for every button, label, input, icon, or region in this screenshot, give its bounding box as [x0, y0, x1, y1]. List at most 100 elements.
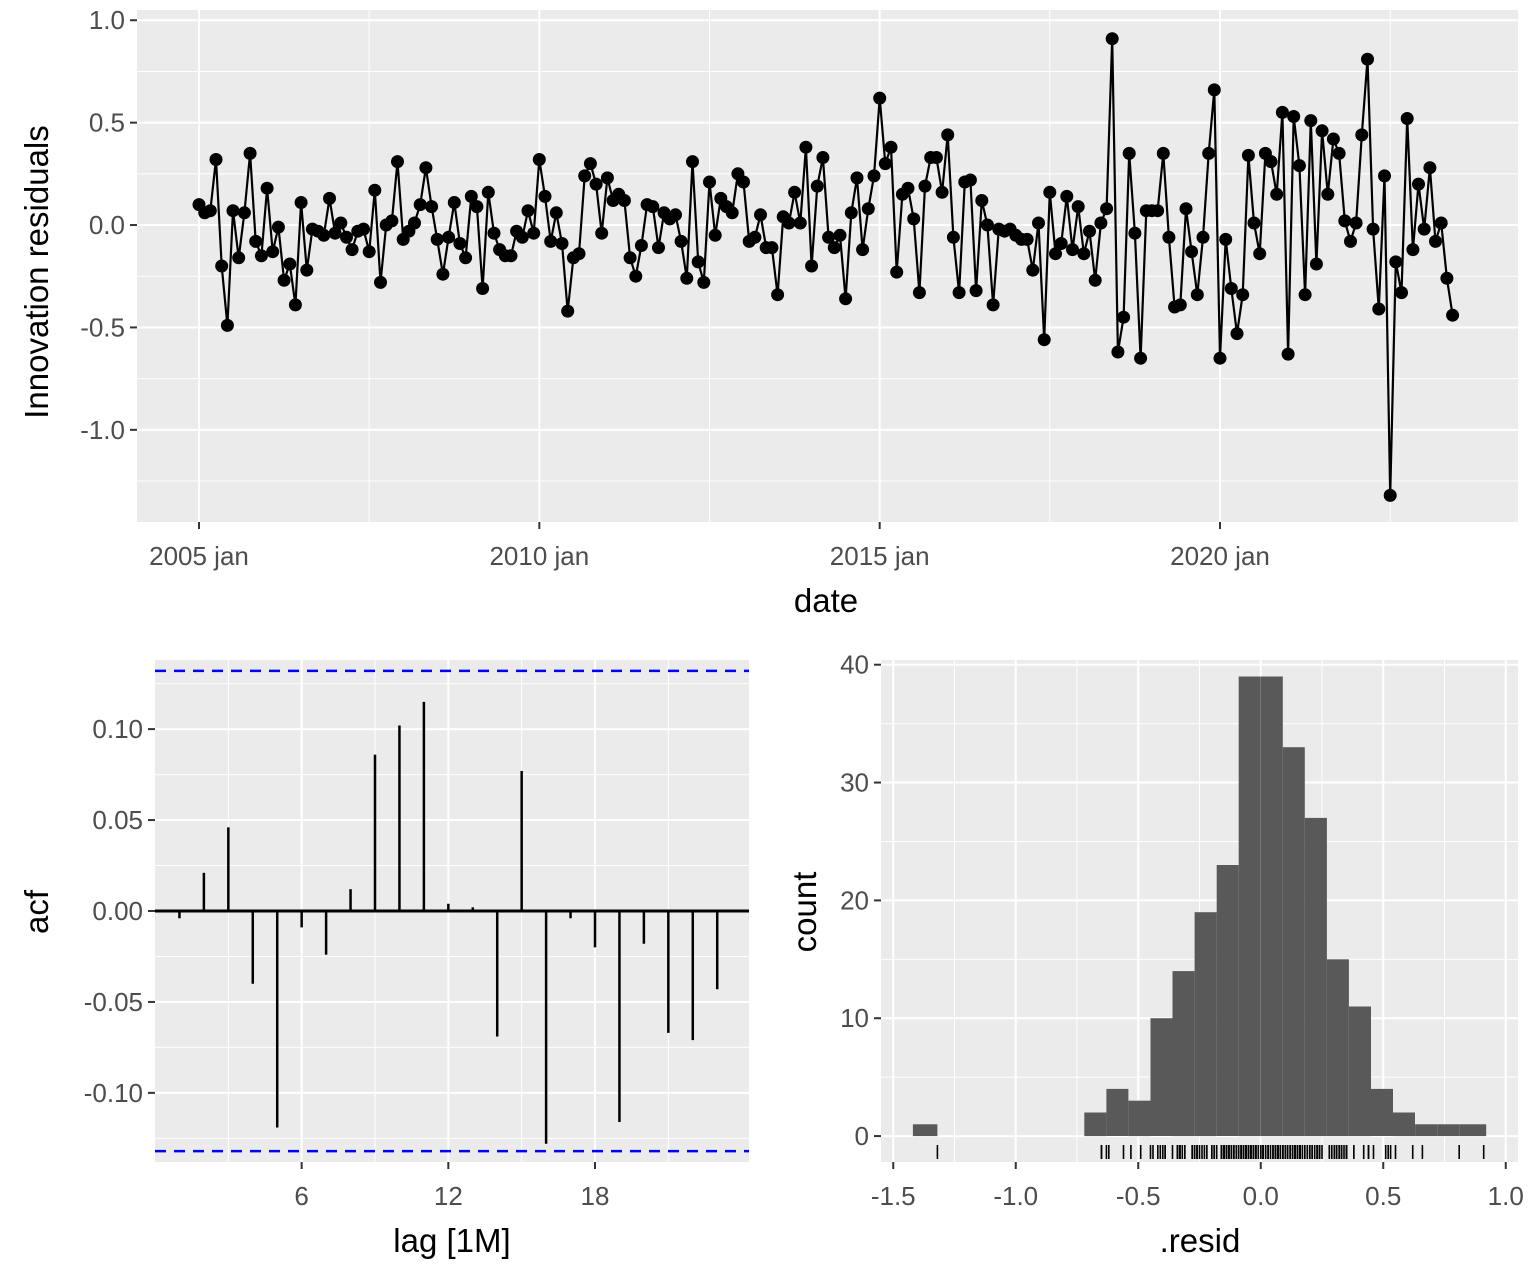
residual-point: [652, 241, 665, 255]
residual-point: [1417, 222, 1431, 236]
residual-point: [980, 218, 994, 232]
histogram-bar: [1459, 1124, 1487, 1137]
residual-point: [1395, 286, 1408, 300]
residual-point: [300, 263, 314, 277]
residual-point: [1275, 105, 1289, 119]
y-tick-label: -0.05: [84, 987, 143, 1017]
y-axis-title: acf: [18, 889, 55, 934]
residual-point: [391, 155, 404, 169]
histogram-bar: [1084, 1112, 1107, 1137]
axis-ticks: 40 30 20 10 0-1.5 -1.0 -0.5 0.0 0.5 1.0: [840, 650, 1524, 1211]
residual-point: [1224, 282, 1238, 295]
y-tick-label: 10: [840, 1003, 869, 1033]
residual-point: [1071, 200, 1085, 214]
residual-point: [453, 237, 467, 250]
series-marks: [192, 32, 1460, 502]
residual-point: [425, 200, 439, 214]
residual-point: [1253, 247, 1267, 261]
residual-point: [816, 151, 830, 164]
residual-point: [340, 230, 353, 244]
y-tick-label: -0.5: [80, 312, 125, 342]
residual-point: [357, 222, 370, 236]
residual-point: [515, 230, 529, 244]
residual-point: [328, 226, 342, 240]
x-tick-label: 18: [581, 1181, 610, 1211]
y-tick-label: 0: [855, 1121, 869, 1151]
residual-point: [1315, 124, 1329, 138]
residual-point: [243, 146, 257, 160]
x-tick-label: 2020 jan: [1170, 541, 1270, 571]
residual-point: [1440, 271, 1454, 285]
residual-point: [827, 241, 841, 255]
residual-point: [561, 304, 575, 318]
x-tick-label: 0.0: [1243, 1181, 1279, 1211]
residual-point: [481, 185, 495, 199]
residual-point: [271, 220, 285, 234]
residual-point: [646, 200, 660, 214]
residual-point: [544, 234, 558, 248]
residual-point: [323, 191, 336, 205]
residual-point: [1434, 216, 1448, 230]
residual-point: [1179, 202, 1193, 216]
residual-point: [1304, 114, 1318, 128]
residual-point: [317, 228, 331, 242]
residual-point: [1134, 351, 1148, 365]
y-tick-label: 1.0: [89, 5, 125, 35]
residual-point: [1054, 237, 1068, 250]
histogram-bar: [1349, 1006, 1371, 1137]
residual-point: [822, 230, 836, 244]
x-tick-label: -1.5: [871, 1181, 916, 1211]
residual-point: [1162, 230, 1176, 244]
residual-point: [1344, 234, 1357, 248]
residual-point: [691, 255, 705, 269]
residual-point: [277, 273, 291, 287]
residual-point: [867, 169, 881, 183]
residual-point: [1326, 132, 1340, 146]
residual-point: [918, 179, 932, 193]
acf-panel: 0.10 0.05 0.00 -0.05 -0.10 6 12 18 lag [1M] acf: [18, 660, 749, 1259]
residual-point: [487, 226, 501, 240]
residual-point: [408, 216, 421, 230]
residual-point: [1281, 347, 1295, 361]
residual-point: [878, 157, 892, 171]
residual-point: [249, 234, 263, 248]
histogram-bar: [1371, 1088, 1393, 1136]
residual-point: [1219, 232, 1233, 246]
residual-point: [1060, 189, 1074, 203]
residual-point: [1100, 202, 1114, 216]
residual-point: [521, 204, 535, 218]
residual-point: [430, 232, 444, 246]
residual-point: [844, 206, 858, 220]
residual-point: [805, 259, 819, 273]
residual-point: [861, 202, 875, 216]
residual-point: [810, 179, 824, 193]
residual-point: [549, 206, 563, 220]
residual-point: [237, 206, 251, 220]
x-tick-label: 12: [434, 1181, 463, 1211]
histogram-bar: [1194, 912, 1217, 1137]
y-tick-label: 0.5: [89, 108, 125, 138]
residual-point: [946, 230, 960, 244]
residual-point: [1173, 298, 1187, 312]
residual-point: [952, 286, 966, 300]
residuals-time-series-panel: 1.0 0.5 0.0 -0.5 -1.0 2005 jan 2010 jan 2015 ja…: [18, 5, 1518, 619]
residual-point: [737, 175, 750, 189]
residual-point: [1361, 52, 1374, 66]
residual-point: [374, 275, 387, 289]
residual-point: [884, 140, 898, 154]
residual-point: [1366, 222, 1380, 236]
histogram-bar: [1106, 1088, 1129, 1136]
residual-point: [254, 249, 268, 263]
residual-point: [532, 153, 546, 166]
residual-point: [1429, 234, 1442, 248]
residual-point: [555, 237, 569, 250]
residual-point: [589, 177, 603, 191]
histogram-bar: [1216, 865, 1239, 1136]
residual-point: [1185, 245, 1199, 259]
histogram-bar: [1437, 1124, 1460, 1137]
axis-ticks: 1.0 0.5 0.0 -0.5 -1.0 2005 jan 2010 jan 2015 ja…: [80, 5, 1270, 571]
residual-point: [771, 288, 785, 302]
residual-point: [856, 243, 870, 257]
residual-point: [1332, 146, 1346, 160]
residual-point: [1230, 327, 1244, 341]
